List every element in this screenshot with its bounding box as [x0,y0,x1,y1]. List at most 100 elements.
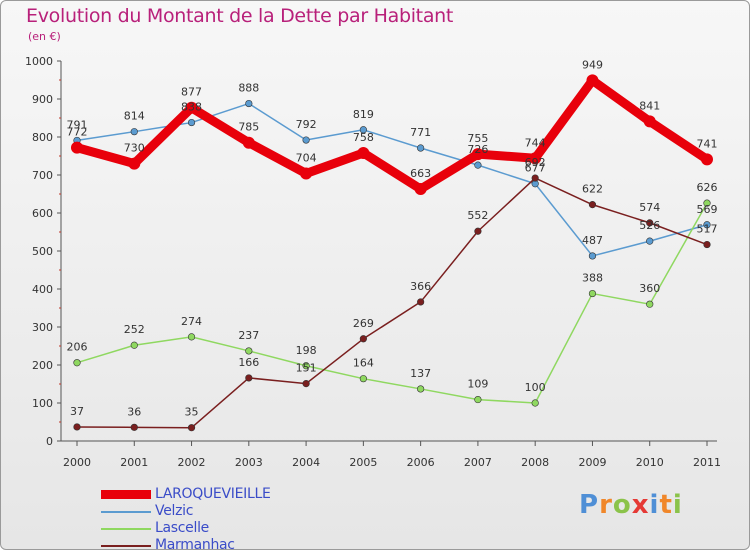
data-label-marmanhac: 269 [353,317,374,330]
series-line-lascelle [76,202,708,404]
data-point-marmanhac [187,424,196,432]
data-point-laroquevieille [128,157,141,170]
data-point-laroquevieille [300,167,313,180]
data-point-marmanhac [531,174,539,182]
data-label-lascelle: 164 [353,357,374,370]
data-point-laroquevieille [185,101,198,114]
x-tick-label: 2009 [578,456,606,469]
data-label-lascelle: 137 [410,367,431,380]
data-label-velzic: 569 [697,203,718,216]
data-point-laroquevieille [586,74,599,87]
chart-unit-label: (en €) [28,30,61,43]
series-line-marmanhac [76,177,708,429]
data-label-lascelle: 360 [639,282,660,295]
data-point-lascelle [73,359,81,367]
data-point-velzic [187,118,196,127]
data-label-marmanhac: 517 [697,223,718,236]
data-label-velzic: 677 [525,162,546,175]
legend-label: Velzic [155,503,194,519]
x-tick-label: 2007 [464,456,492,469]
data-label-velzic: 838 [181,101,202,114]
y-tick-label: 0 [46,435,53,448]
data-label-laroquevieille: 663 [410,167,431,180]
data-label-velzic: 526 [639,219,660,232]
data-point-laroquevieille [529,152,542,165]
data-point-marmanhac [646,219,654,227]
data-label-laroquevieille: 772 [67,126,88,139]
logo-letter: o [612,490,632,520]
proxiti-logo: Proxiti [579,490,683,520]
logo-letter: x [631,490,650,520]
y-tick-label: 300 [32,321,53,334]
y-tick-label: 100 [32,397,53,410]
logo-letter: t [659,490,673,520]
data-label-lascelle: 388 [582,272,603,285]
data-label-laroquevieille: 741 [697,137,718,150]
data-label-marmanhac: 36 [127,405,141,418]
x-tick-label: 2005 [349,456,377,469]
data-point-marmanhac [73,423,81,431]
data-point-laroquevieille [71,141,83,154]
logo-letter: i [672,490,683,520]
data-point-marmanhac [359,335,367,343]
data-label-velzic: 814 [124,110,145,123]
data-point-lascelle [588,289,597,298]
data-label-marmanhac: 574 [639,201,660,214]
data-point-velzic [474,161,482,169]
data-point-lascelle [703,199,711,207]
data-point-velzic [359,126,367,134]
data-label-velzic: 791 [67,118,88,131]
data-point-marmanhac [245,374,253,382]
data-point-velzic [588,252,597,260]
series-line-velzic [76,102,708,257]
data-point-velzic [646,237,654,245]
data-label-marmanhac: 151 [296,362,317,375]
y-tick-label: 1000 [25,55,53,68]
x-tick-label: 2011 [693,456,721,469]
data-label-lascelle: 237 [238,329,259,342]
data-point-velzic [130,128,138,136]
data-label-velzic: 487 [582,234,603,247]
data-label-velzic: 726 [467,143,488,156]
legend-swatch [101,490,151,499]
data-label-lascelle: 274 [181,315,202,328]
data-point-marmanhac [417,298,425,306]
data-label-marmanhac: 692 [525,156,546,169]
x-tick-label: 2010 [636,456,664,469]
data-point-marmanhac [588,201,597,209]
legend-label: Marmanhac [155,537,235,550]
data-point-laroquevieille [701,153,713,166]
logo-letter: r [599,490,613,520]
data-label-lascelle: 198 [296,344,317,357]
data-label-marmanhac: 35 [185,406,199,419]
data-label-laroquevieille: 730 [124,142,145,155]
data-label-marmanhac: 552 [467,209,488,222]
y-tick-label: 200 [32,359,53,372]
data-label-marmanhac: 366 [410,280,431,293]
data-point-marmanhac [474,227,482,235]
data-point-laroquevieille [643,115,656,128]
data-point-laroquevieille [471,148,484,161]
data-label-lascelle: 109 [467,378,488,391]
x-tick-label: 2001 [120,456,148,469]
data-point-lascelle [187,333,196,341]
x-tick-label: 2000 [63,456,91,469]
data-point-velzic [703,221,711,229]
y-tick-label: 500 [32,245,53,258]
data-point-marmanhac [703,240,711,249]
data-point-lascelle [646,300,654,308]
data-label-lascelle: 626 [697,181,718,194]
data-point-laroquevieille [414,183,427,196]
data-label-laroquevieille: 755 [467,132,488,145]
data-label-laroquevieille: 744 [525,136,546,149]
data-label-laroquevieille: 949 [582,58,603,71]
data-label-velzic: 819 [353,108,374,121]
legend-label: LAROQUEVIEILLE [155,486,271,502]
data-point-lascelle [245,347,253,355]
chart-title: Evolution du Montant de la Dette par Hab… [26,5,454,27]
data-point-lascelle [531,399,539,407]
y-tick-label: 900 [32,93,53,106]
data-point-velzic [302,136,310,144]
